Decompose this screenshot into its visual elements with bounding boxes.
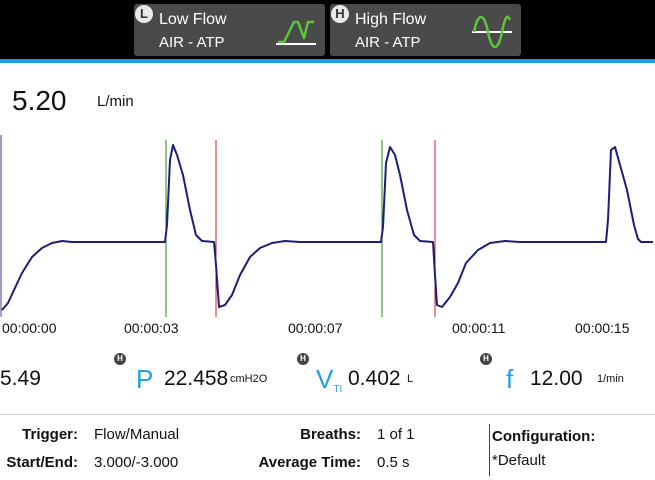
time-label-0: 00:00:00 [2,320,57,336]
trigger-value: Flow/Manual [94,426,180,443]
high-flow-mode-tab[interactable]: H High Flow AIR - ATP [330,4,521,56]
average-time-label: Average Time: [258,454,361,471]
frequency-info-icon[interactable]: H [480,353,492,365]
low-flow-title: Low Flow [159,11,227,28]
frequency-unit: 1/min [597,373,624,385]
pressure-unit: cmH2O [230,373,268,385]
top-bar: L Low Flow AIR - ATP H High Flow AIR - A… [0,0,655,60]
configuration-value[interactable]: *Default [492,452,546,469]
frequency-symbol: f [506,364,514,394]
volume-symbol-subscript: TI [333,384,343,395]
low-flow-gas: AIR - ATP [159,34,225,51]
low-flow-mode-tab[interactable]: L Low Flow AIR - ATP [134,4,325,56]
pressure-symbol: P [136,364,154,394]
time-label-4: 00:00:15 [575,320,630,336]
breaths-label: Breaths: [300,426,361,443]
flow-waveform-graph[interactable] [0,135,655,317]
average-time-value: 0.5 s [377,454,410,471]
configuration-label: Configuration: [492,428,596,445]
flow-readout-unit: L/min [97,93,134,110]
low-flow-wave-icon [276,20,316,45]
top-bar-accent-line [0,59,655,63]
configuration-separator [489,424,490,476]
pressure-value: 22.458 [164,367,229,390]
low-flow-badge: L [135,5,153,23]
time-label-3: 00:00:11 [452,320,506,336]
high-flow-badge: H [331,5,349,23]
waveform-svg [0,135,653,317]
volume-value: 0.402 [348,367,401,390]
start-end-value: 3.000/-3.000 [94,454,179,471]
breaths-value: 1 of 1 [377,426,415,443]
high-flow-wave-icon [472,15,512,49]
pressure-info-icon[interactable]: H [114,353,126,365]
volume-unit: L [407,373,414,385]
high-flow-title: High Flow [355,11,427,28]
volume-symbol-letter: V [316,364,334,394]
high-flow-gas: AIR - ATP [355,34,421,51]
flow-readout-value: 5.20 [12,85,67,116]
trigger-label: Trigger: [22,426,78,443]
flow-waveform-trace [1,144,653,311]
volume-info-icon[interactable]: H [297,353,309,365]
time-label-2: 00:00:07 [288,320,343,336]
time-label-1: 00:00:03 [124,320,179,336]
volume-symbol: VTI [316,364,342,395]
frequency-value: 12.00 [530,367,583,390]
start-end-label: Start/End: [6,454,78,471]
info-divider [0,414,655,415]
partial-metric-value: 5.49 [0,367,41,390]
